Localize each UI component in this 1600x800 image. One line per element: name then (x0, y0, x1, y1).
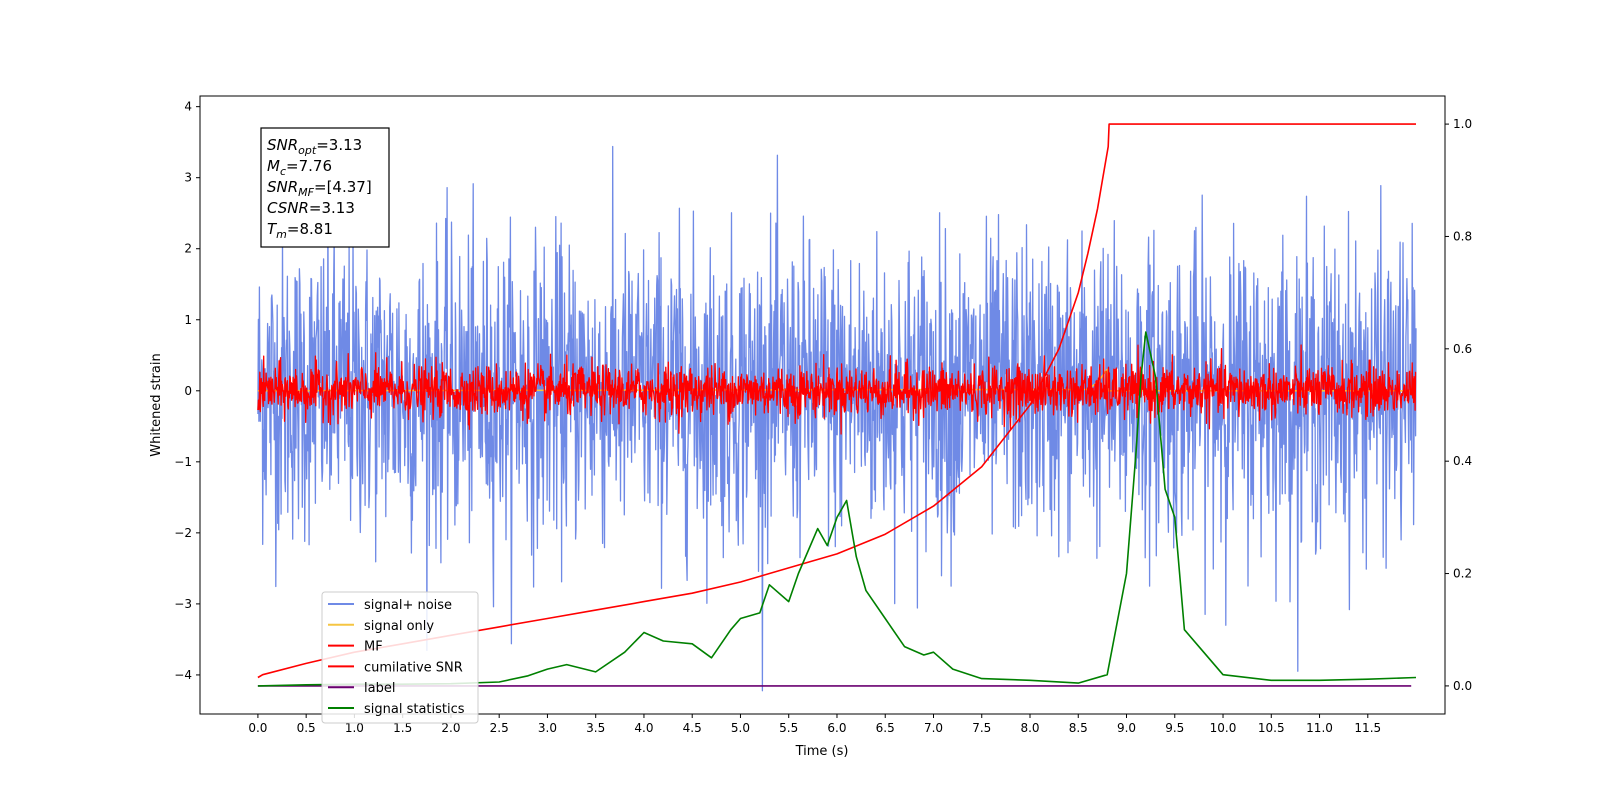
annotation-line: Tm=8.81 (267, 220, 333, 241)
x-tick-label: 5.0 (731, 721, 750, 735)
legend-entry: cumilative SNR (364, 660, 463, 675)
annotation-line: SNRMF=[4.37] (267, 178, 372, 199)
y-tick-label: 4 (184, 100, 192, 114)
x-tick-label: 5.5 (779, 721, 798, 735)
y2-tick-label: 1.0 (1453, 117, 1472, 131)
legend-entry: MF (364, 640, 383, 655)
x-tick-label: 1.0 (345, 721, 364, 735)
x-tick-label: 9.0 (1117, 721, 1136, 735)
y-tick-label: −1 (174, 455, 192, 469)
x-tick-label: 10.5 (1258, 721, 1285, 735)
y-tick-label: 2 (184, 242, 192, 256)
series-signal-statistics-line (257, 331, 1417, 687)
annotation-frame (260, 127, 390, 248)
y-axis-left: 4 3 2 1 0 −1 −2 −3 −4 (174, 100, 200, 682)
x-tick-label: 1.5 (393, 721, 412, 735)
series-mf-line (257, 344, 1417, 435)
y-axis-label: Whitened strain (149, 353, 164, 456)
y-axis-right: 1.0 0.8 0.6 0.4 0.2 0.0 (1445, 117, 1472, 693)
x-tick-label: 2.5 (490, 721, 509, 735)
x-tick-label: 0.0 (248, 721, 267, 735)
x-tick-label: 2.0 (441, 721, 460, 735)
legend-frame (321, 591, 479, 724)
y2-tick-label: 0.4 (1453, 454, 1472, 468)
y-tick-label: 1 (184, 313, 192, 327)
annotation-line: Mc=7.76 (267, 157, 332, 178)
x-tick-label: 6.0 (827, 721, 846, 735)
legend-entry: signal only (364, 619, 434, 634)
legend-entry: label (364, 681, 395, 696)
y-tick-label: 3 (184, 171, 192, 185)
x-tick-label: 3.0 (538, 721, 557, 735)
x-tick-label: 7.5 (972, 721, 991, 735)
legend: signal+ noise signal only MF cumilative SNR… (321, 591, 479, 724)
x-tick-label: 4.5 (683, 721, 702, 735)
x-tick-label: 3.5 (586, 721, 605, 735)
x-axis-label: Time (s) (795, 744, 849, 759)
plot-frame (199, 95, 1446, 715)
x-tick-label: 8.0 (1020, 721, 1039, 735)
x-tick-label: 10.0 (1210, 721, 1237, 735)
x-tick-label: 0.5 (297, 721, 316, 735)
y-tick-label: 0 (184, 384, 192, 398)
x-tick-label: 11.5 (1354, 721, 1381, 735)
x-tick-label: 8.5 (1069, 721, 1088, 735)
x-tick-label: 7.0 (924, 721, 943, 735)
x-tick-label: 11.0 (1306, 721, 1333, 735)
y2-tick-label: 0.8 (1453, 229, 1472, 243)
y-tick-label: −3 (174, 597, 192, 611)
legend-entry: signal+ noise (364, 598, 452, 613)
y2-tick-label: 0.6 (1453, 342, 1472, 356)
annotation-line: CSNR=3.13 (267, 199, 355, 217)
legend-entry: signal statistics (364, 702, 465, 717)
y2-tick-label: 0.2 (1453, 567, 1472, 581)
x-tick-label: 4.0 (634, 721, 653, 735)
x-tick-label: 9.5 (1165, 721, 1184, 735)
x-axis: 0.0 0.5 1.0 1.5 2.0 2.5 3.0 3.5 4.0 4.5 5.0 5.5 6.0 6… (248, 714, 1381, 735)
y-tick-label: −2 (174, 526, 192, 540)
y2-tick-label: 0.0 (1453, 679, 1472, 693)
x-tick-label: 6.5 (876, 721, 895, 735)
y-tick-label: −4 (174, 668, 192, 682)
annotation-line: SNRopt=3.13 (267, 136, 362, 157)
